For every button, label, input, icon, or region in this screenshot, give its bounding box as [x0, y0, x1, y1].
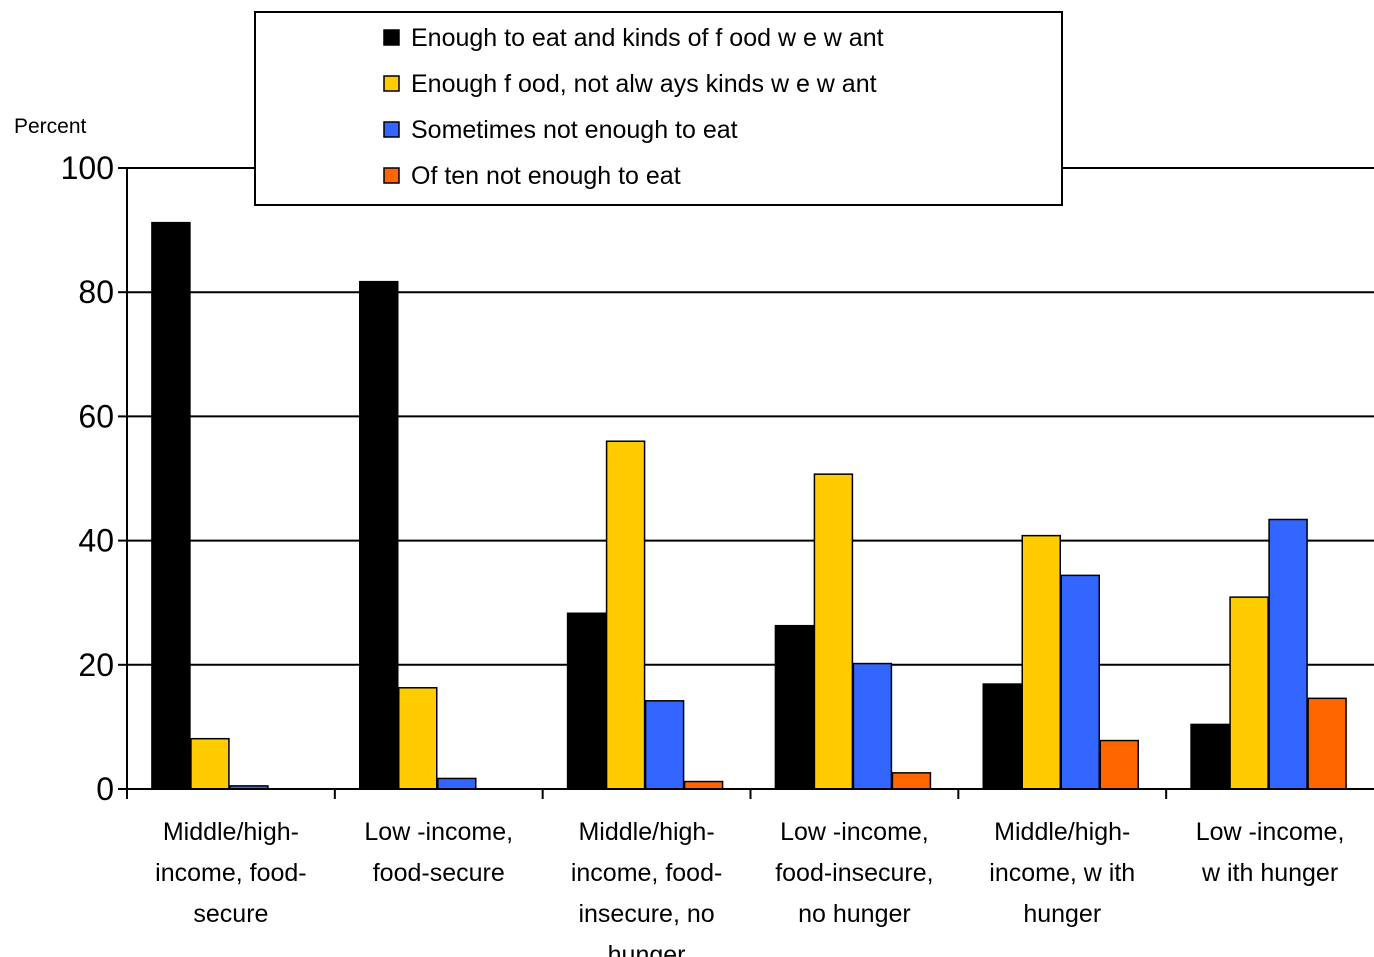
- y-tick-label: 0: [96, 771, 114, 807]
- x-category-label: food-insecure,: [775, 859, 933, 887]
- x-category-label: Low -income,: [364, 818, 513, 846]
- legend-swatch: [383, 75, 400, 92]
- bar: [1307, 697, 1347, 790]
- bar: [1021, 534, 1061, 790]
- x-category-label: hunger: [608, 941, 686, 957]
- legend-label: Enough to eat and kinds of f ood w e w a…: [411, 24, 884, 52]
- x-category-label: income, w ith: [989, 859, 1135, 887]
- bar: [1190, 723, 1230, 790]
- y-tick-label: 20: [78, 647, 114, 683]
- bars: [151, 221, 1347, 790]
- x-category-label: hunger: [1023, 900, 1101, 928]
- x-category-label: income, food-: [571, 859, 722, 887]
- bar: [190, 737, 230, 790]
- bar: [359, 280, 399, 790]
- y-tick-label: 80: [78, 274, 114, 310]
- y-tick-label: 40: [78, 523, 114, 559]
- legend-swatch: [383, 121, 400, 138]
- x-category-label: Middle/high-: [163, 818, 299, 846]
- legend-swatch: [383, 167, 400, 184]
- bar: [1060, 574, 1100, 790]
- bar: [891, 772, 932, 790]
- bar: [437, 777, 477, 790]
- y-tick-label: 100: [61, 150, 114, 186]
- axes: 0 20 40 60 80 100 Middle/high-income, food-sec…: [61, 150, 1374, 957]
- legend-label: Sometimes not enough to eat: [411, 116, 738, 144]
- legend-label: Enough f ood, not alw ays kinds w e w an…: [411, 70, 877, 98]
- legend: Enough to eat and kinds of f ood w e w a…: [254, 11, 1063, 206]
- x-category-label: w ith hunger: [1201, 859, 1338, 887]
- x-category-label: Middle/high-: [578, 818, 714, 846]
- bar: [1099, 739, 1139, 790]
- bar: [683, 780, 724, 790]
- bar: [605, 440, 646, 790]
- x-category-label: secure: [193, 900, 268, 928]
- bar: [774, 624, 815, 790]
- x-category-label: Low -income,: [780, 818, 929, 846]
- x-category-label: no hunger: [798, 900, 911, 928]
- bar: [813, 473, 854, 790]
- bar: [151, 221, 191, 790]
- bar: [1268, 518, 1308, 790]
- y-tick-label: 60: [78, 398, 114, 434]
- y-axis-label: Percent: [14, 115, 87, 138]
- bar: [566, 612, 607, 790]
- bar: [982, 683, 1022, 790]
- x-category-label: Middle/high-: [994, 818, 1130, 846]
- bar: [398, 687, 438, 790]
- legend-label: Of ten not enough to eat: [411, 162, 681, 190]
- x-category-label: insecure, no: [578, 900, 714, 928]
- bar: [852, 662, 893, 790]
- x-category-label: income, food-: [155, 859, 306, 887]
- legend-swatch: [383, 29, 400, 46]
- x-category-label: Low -income,: [1196, 818, 1345, 846]
- x-category-label: food-secure: [373, 859, 505, 887]
- bar: [1229, 596, 1269, 790]
- bar: [644, 700, 685, 790]
- gridlines: [127, 167, 1374, 666]
